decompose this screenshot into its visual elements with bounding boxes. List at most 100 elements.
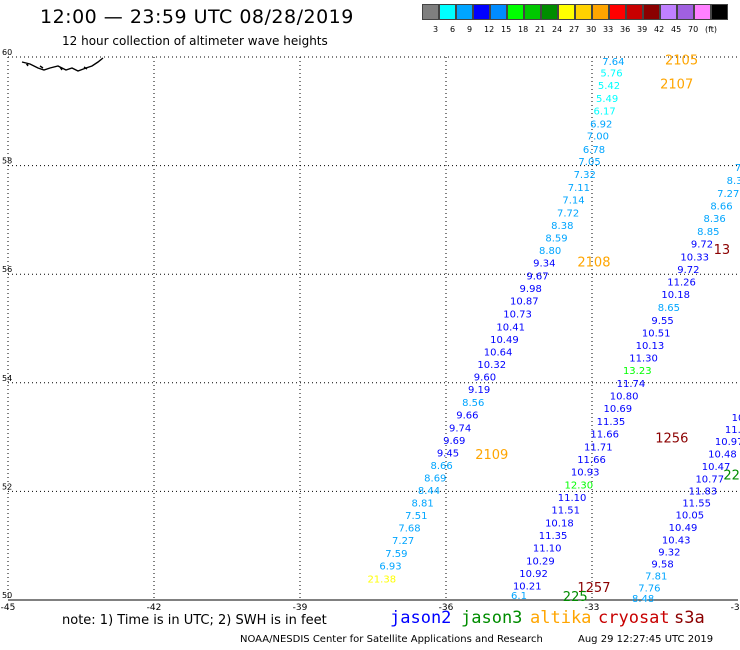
colorbar-label: 36 bbox=[620, 25, 631, 34]
swh-data-label: 11.83 bbox=[689, 487, 718, 498]
swh-data-label: 6.17 bbox=[594, 107, 616, 118]
colorbar-label: 6 bbox=[450, 25, 456, 34]
swh-data-label: 9.98 bbox=[520, 284, 542, 295]
colorbar-label: 33 bbox=[603, 25, 614, 34]
swh-data-label: 10.18 bbox=[661, 290, 690, 301]
time-annotation: 225 bbox=[563, 590, 588, 605]
time-annotation: 1257 bbox=[577, 581, 610, 596]
colorbar-label: 27 bbox=[569, 25, 580, 34]
colorbar-label: 18 bbox=[518, 25, 529, 34]
swh-data-label: 11.30 bbox=[629, 354, 658, 365]
colorbar-label: 42 bbox=[654, 25, 665, 34]
swh-data-label: 7.72 bbox=[557, 209, 579, 220]
colorbar-label: 45 bbox=[671, 25, 682, 34]
swh-data-label: 7.00 bbox=[587, 132, 609, 143]
swh-data-label: 9.32 bbox=[658, 547, 680, 558]
swh-data-label: 10.41 bbox=[496, 323, 525, 334]
y-tick-label: 60 bbox=[2, 48, 12, 57]
swh-data-label: 10.18 bbox=[545, 519, 574, 530]
colorbar-swatch bbox=[694, 4, 711, 20]
y-tick-label: 50 bbox=[2, 591, 12, 600]
swh-data-label: 10.05 bbox=[675, 511, 704, 522]
swh-data-label: 6.92 bbox=[590, 120, 612, 131]
swh-data-label: 5.76 bbox=[600, 69, 622, 80]
swh-data-label: 10.97 bbox=[715, 437, 740, 448]
colorbar-label: 9 bbox=[467, 25, 473, 34]
colorbar-swatch bbox=[422, 4, 439, 20]
x-tick-label: -30 bbox=[731, 603, 740, 613]
swh-data-label: 7.51 bbox=[405, 511, 427, 522]
colorbar-swatch bbox=[473, 4, 490, 20]
colorbar-label: 70 bbox=[688, 25, 699, 34]
swh-data-label: 10.51 bbox=[642, 329, 671, 340]
swh-data-label: 9.45 bbox=[437, 449, 459, 460]
swh-data-label: 10.13 bbox=[636, 341, 665, 352]
legend-jason3: jason3 bbox=[461, 608, 523, 628]
colorbar-swatch bbox=[660, 4, 677, 20]
x-tick-label: -42 bbox=[147, 603, 162, 613]
swh-data-label: 9.60 bbox=[474, 373, 496, 384]
colorbar-swatch bbox=[609, 4, 626, 20]
swh-data-label: 8.85 bbox=[697, 227, 719, 238]
chart-subtitle: 12 hour collection of altimeter wave hei… bbox=[62, 34, 328, 48]
swh-data-label: 6.78 bbox=[583, 145, 605, 156]
x-tick-label: -33 bbox=[585, 603, 600, 613]
swh-data-label: 9.55 bbox=[651, 316, 673, 327]
swh-data-label: 8.48 bbox=[632, 594, 654, 605]
colorbar-label: 21 bbox=[535, 25, 546, 34]
swh-data-label: 11.26 bbox=[667, 278, 696, 289]
swh-data-label: 10.93 bbox=[571, 468, 600, 479]
colorbar-swatch bbox=[456, 4, 473, 20]
colorbar-label: 15 bbox=[501, 25, 512, 34]
swh-data-label: 8.56 bbox=[462, 398, 484, 409]
swh-data-label: 10.92 bbox=[519, 569, 548, 580]
swh-data-label: 8.59 bbox=[545, 234, 567, 245]
chart-title: 12:00 — 23:59 UTC 08/28/2019 bbox=[40, 6, 354, 28]
swh-data-label: 7 bbox=[735, 163, 740, 174]
colorbar-swatch bbox=[524, 4, 541, 20]
swh-data-label: 10.47 bbox=[702, 462, 731, 473]
swh-data-label: 21.38 bbox=[367, 575, 396, 586]
swh-data-label: 10.48 bbox=[708, 450, 737, 461]
swh-data-label: 8.36 bbox=[704, 214, 726, 225]
swh-data-label: 9.67 bbox=[526, 272, 548, 283]
colorbar-swatch bbox=[507, 4, 524, 20]
colorbar-label: (ft) bbox=[705, 25, 718, 34]
swh-data-label: 8.38 bbox=[551, 221, 573, 232]
coastline bbox=[21, 57, 104, 72]
swh-data-label: 9.19 bbox=[468, 385, 490, 396]
time-annotation: 1256 bbox=[655, 432, 688, 447]
swh-data-label: 9.58 bbox=[651, 559, 673, 570]
swh-data-label: 6.1 bbox=[511, 591, 527, 602]
swh-data-label: 10.69 bbox=[603, 404, 632, 415]
swh-data-label: 10 bbox=[732, 413, 740, 424]
time-annotation: 13 bbox=[714, 243, 731, 258]
swh-data-label: 7.76 bbox=[638, 583, 660, 594]
note-text: note: 1) Time is in UTC; 2) SWH is in fe… bbox=[62, 613, 327, 628]
swh-data-label: 8.66 bbox=[430, 461, 452, 472]
time-annotation: 2107 bbox=[660, 77, 693, 92]
colorbar-label: 12 bbox=[484, 25, 495, 34]
swh-data-label: 10.43 bbox=[662, 536, 691, 547]
legend-altika: altika bbox=[530, 608, 592, 628]
swh-data-label: 10.32 bbox=[477, 360, 506, 371]
swh-data-label: 10.21 bbox=[513, 582, 542, 593]
y-tick-label: 54 bbox=[2, 374, 12, 383]
swh-data-label: 7.27 bbox=[392, 536, 414, 547]
colorbar-swatch bbox=[592, 4, 609, 20]
swh-data-label: 9.74 bbox=[449, 424, 471, 435]
swh-data-label: 9.72 bbox=[677, 265, 699, 276]
swh-data-label: 5.49 bbox=[596, 94, 618, 105]
footer-credit: NOAA/NESDIS Center for Satellite Applica… bbox=[240, 634, 543, 645]
colorbar-label: 30 bbox=[586, 25, 597, 34]
y-tick-label: 56 bbox=[2, 265, 12, 274]
swh-data-label: 9.72 bbox=[691, 240, 713, 251]
time-annotation: 2108 bbox=[577, 256, 610, 271]
x-tick-label: -45 bbox=[1, 603, 16, 613]
x-tick-label: -39 bbox=[293, 603, 308, 613]
swh-data-label: 10.64 bbox=[484, 348, 513, 359]
colorbar-label: 24 bbox=[552, 25, 563, 34]
swh-data-label: 8.81 bbox=[412, 499, 434, 510]
swh-data-label: 7.11 bbox=[568, 183, 590, 194]
swh-data-label: 10.87 bbox=[510, 297, 539, 308]
